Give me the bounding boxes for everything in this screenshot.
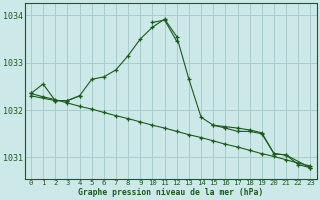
X-axis label: Graphe pression niveau de la mer (hPa): Graphe pression niveau de la mer (hPa) [78, 188, 263, 197]
